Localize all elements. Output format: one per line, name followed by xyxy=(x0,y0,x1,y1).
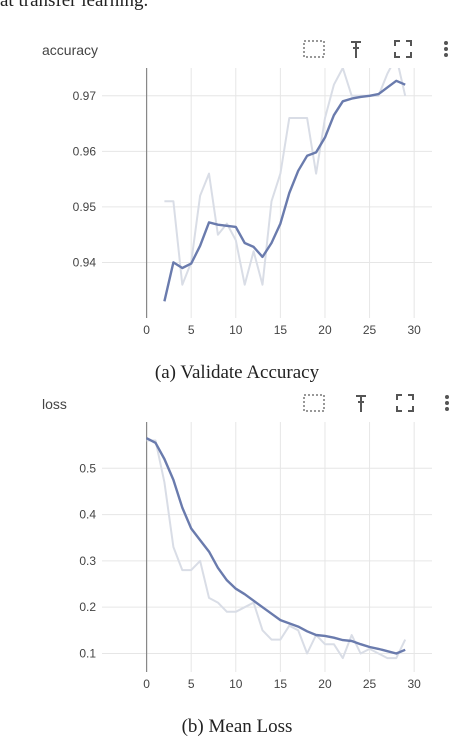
x-tick-label: 0 xyxy=(143,677,150,691)
x-tick-label: 25 xyxy=(363,677,377,691)
loss-chart: 0 5 10 15 20 25 30 0.1 0.2 0.3 0.4 0.5 xyxy=(79,422,432,691)
x-tick-label: 0 xyxy=(143,323,150,337)
fullscreen-icon[interactable] xyxy=(396,394,414,412)
loss-panel: loss 0 5 10 15 20 25 30 0.1 0.2 0.3 0.4 0.5 xyxy=(0,392,474,722)
x-tick-label: 20 xyxy=(318,323,332,337)
more-vert-icon[interactable] xyxy=(441,40,451,58)
loss-caption: (b) Mean Loss xyxy=(181,716,293,737)
y-tick-label: 0.96 xyxy=(73,144,97,158)
loss-chart-title: loss xyxy=(42,396,67,412)
select-region-icon[interactable] xyxy=(303,40,325,58)
x-tick-label: 20 xyxy=(318,677,332,691)
x-tick-label: 10 xyxy=(229,323,243,337)
smoothed-series-line xyxy=(163,79,406,302)
fullscreen-icon[interactable] xyxy=(394,40,412,58)
x-tick-label: 5 xyxy=(188,677,195,691)
x-tick-label: 25 xyxy=(363,323,377,337)
x-tick-label: 15 xyxy=(274,677,288,691)
more-vert-icon[interactable] xyxy=(442,394,452,412)
y-tick-label: 0.94 xyxy=(73,255,97,269)
y-tick-label: 0.97 xyxy=(73,89,97,103)
x-tick-label: 5 xyxy=(188,323,195,337)
header-text: at transfer learning. xyxy=(0,0,149,11)
y-tick-label: 0.5 xyxy=(79,461,96,475)
accuracy-chart: 0 5 10 15 20 25 30 0.94 0.95 0.96 0.97 xyxy=(73,68,432,337)
accuracy-caption: (a) Validate Accuracy xyxy=(154,362,320,383)
smoothed-series-line xyxy=(146,437,406,655)
x-tick-label: 15 xyxy=(274,323,288,337)
y-tick-label: 0.3 xyxy=(79,554,96,568)
y-tick-label: 0.4 xyxy=(79,508,96,522)
y-tick-label: 0.1 xyxy=(79,646,96,660)
accuracy-chart-title: accuracy xyxy=(42,42,99,58)
pin-icon[interactable] xyxy=(348,39,364,59)
y-tick-label: 0.2 xyxy=(79,600,96,614)
raw-series-line xyxy=(146,439,407,660)
accuracy-panel: accuracy 0 5 10 15 20 25 30 0.94 0.95 0.96 0.97 xyxy=(0,36,474,386)
select-region-icon[interactable] xyxy=(303,394,325,412)
pin-icon[interactable] xyxy=(353,393,369,413)
x-tick-label: 30 xyxy=(407,323,421,337)
y-tick-label: 0.95 xyxy=(73,200,97,214)
x-tick-label: 30 xyxy=(407,677,421,691)
x-tick-label: 10 xyxy=(229,677,243,691)
